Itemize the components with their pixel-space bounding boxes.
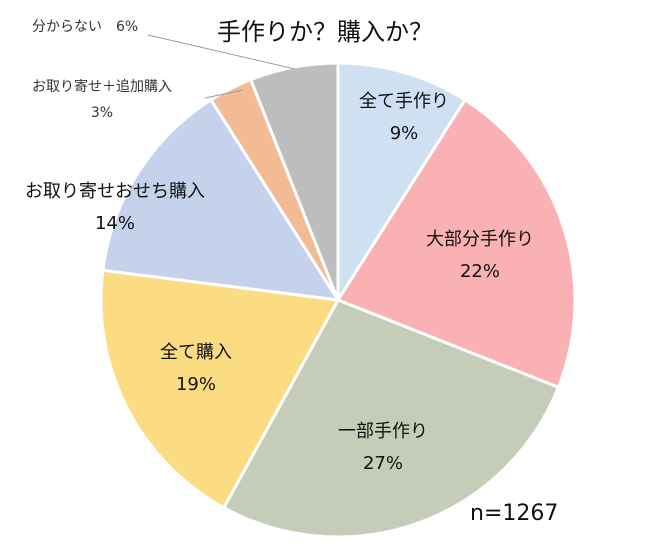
pie-slice [221,298,561,539]
slice-label: 全て手作り [359,91,449,112]
slice-percent-label: 14% [95,213,135,234]
leader-line [204,89,244,99]
slice-label: お取り寄せおせち購入 [25,181,205,202]
leader-line [147,34,296,70]
slice-percent-label: 3% [91,105,113,121]
slice-label: 全て購入 [160,342,232,363]
sample-size-note: n=1267 [470,501,558,526]
slice-percent-label: 9% [390,123,419,144]
pie-slice [248,61,340,301]
slice-label: お取り寄せ＋追加購入 [32,78,172,95]
chart-title: 手作りか？購入か？ [217,18,433,46]
slice-label: 分からない 6% [32,19,138,35]
pie-slice [99,268,341,510]
pie-slice [335,97,577,390]
pie-slices [99,61,577,539]
slice-percent-label: 27% [363,453,403,474]
pie-slice [336,61,468,306]
slice-labels: 全て手作り 9% 大部分手作り 22% 一部手作り 27% 全て購入 19% お取り寄せおせち購… [25,19,534,474]
slice-percent-label: 19% [176,374,216,395]
pie-slice [101,97,341,302]
slice-percent-label: 22% [460,261,500,282]
slice-label: 大部分手作り [426,229,534,250]
slice-label: 一部手作り [338,421,428,442]
leader-lines [147,34,296,99]
